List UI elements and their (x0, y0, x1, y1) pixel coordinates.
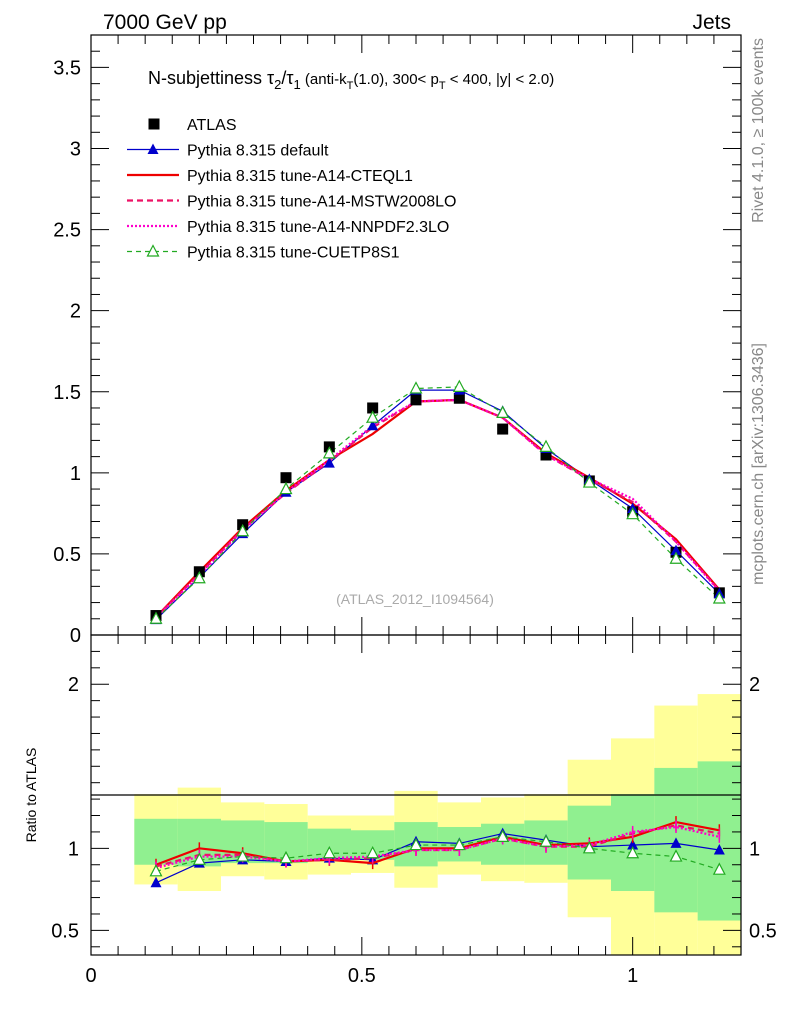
point-default (670, 544, 682, 556)
source-label: mcplots.cern.ch [arXiv:1306.3436] (750, 343, 767, 585)
legend-marker-atlas (148, 118, 160, 130)
x-tick-label: 0 (85, 965, 96, 987)
ratio-point-cuetp8s1 (149, 864, 163, 877)
ratio-point-default (670, 837, 682, 848)
point-cuetp8s1 (149, 611, 163, 624)
ratio-y-tick-label-right: 0.5 (749, 920, 777, 942)
ratio-y-tick-label-right: 1 (749, 838, 760, 860)
y-tick-label: 1 (70, 463, 81, 485)
legend-label-mstw: Pythia 8.315 tune-A14-MSTW2008LO (187, 194, 456, 211)
point-default (367, 419, 379, 431)
point-cuetp8s1 (322, 446, 336, 459)
point-cuetp8s1 (279, 481, 293, 495)
ratio-line-default (155, 832, 720, 884)
ratio-point-cuetp8s1 (582, 841, 596, 854)
point-atlas (453, 392, 465, 404)
point-atlas (540, 449, 552, 461)
ratio-y-tick-label: 1 (68, 838, 79, 860)
upper-y-axis: 3.5 3 2.5 2 1.5 1 0.5 0 (53, 34, 741, 647)
lower-plot: 2 21 10.5 0.5 0 0.5 1 Ratio to ATLAS (23, 634, 777, 987)
x-tick-label: 1 (627, 965, 638, 987)
ratio-point-default (150, 876, 162, 888)
legend-label-nnpdf: Pythia 8.315 tune-A14-NNPDF2.3LO (187, 219, 449, 236)
ratio-line-nnpdf (155, 825, 720, 870)
point-atlas (410, 394, 422, 406)
series-line-default (155, 389, 720, 621)
point-cuetp8s1 (626, 506, 640, 520)
uncertainty-bands (134, 694, 741, 955)
ratio-point-cuetp8s1 (192, 852, 206, 865)
point-cuetp8s1 (539, 439, 553, 452)
series-line-cuetp8s1 (155, 386, 720, 620)
y-tick-label: 1.5 (53, 382, 81, 404)
category-label: Jets (692, 11, 731, 34)
plot-title: N-subjettiness τ2/τ1 (anti-kT(1.0), 300<… (148, 68, 554, 92)
upper-series (149, 379, 726, 625)
y-tick-label: 0.5 (53, 544, 81, 566)
ratio-line-cteql1 (155, 820, 720, 866)
point-atlas (367, 402, 379, 414)
ratio-point-cuetp8s1 (322, 845, 336, 859)
ratio-point-cuetp8s1 (496, 829, 510, 842)
ratio-point-default (713, 843, 725, 855)
point-cuetp8s1 (712, 591, 726, 604)
energy-label: 7000 GeV pp (103, 11, 227, 34)
legend-label-cuetp8s1: Pythia 8.315 tune-CUETP8S1 (187, 245, 400, 262)
ratio-point-cuetp8s1 (539, 834, 553, 847)
legend-marker-cuetp8s1 (146, 244, 160, 257)
point-cuetp8s1 (409, 381, 423, 394)
ratio-point-cuetp8s1 (452, 837, 466, 851)
ratio-ylabel: Ratio to ATLAS (23, 748, 39, 843)
x-tick-label: 0.5 (348, 965, 376, 987)
y-tick-label: 3.5 (53, 57, 81, 79)
legend-marker-default (147, 143, 159, 154)
ratio-y-tick-label: 0.5 (51, 920, 79, 942)
ratio-y-tick-label-right: 2 (749, 674, 760, 696)
legend: ATLAS Pythia 8.315 default Pythia 8.315 tu… (127, 117, 456, 262)
point-cuetp8s1 (366, 410, 380, 423)
point-cuetp8s1 (236, 523, 250, 537)
ratio-point-cuetp8s1 (279, 850, 293, 864)
legend-label-default: Pythia 8.315 default (187, 143, 329, 160)
ratio-y-tick-label: 2 (68, 674, 79, 696)
ratio-point-cuetp8s1 (366, 845, 380, 859)
point-cuetp8s1 (669, 551, 683, 564)
y-tick-label: 2 (70, 301, 81, 323)
legend-label-atlas: ATLAS (187, 117, 237, 134)
ratio-point-cuetp8s1 (712, 862, 726, 875)
upper-x-ticks (90, 35, 742, 635)
series-line-nnpdf (155, 398, 721, 619)
ratio-point-cuetp8s1 (626, 845, 640, 859)
y-tick-label: 2.5 (53, 220, 81, 242)
lower-y-axis: 2 2 1 1 0.5 0.5 (51, 634, 777, 948)
analysis-id: (ATLAS_2012_I1094564) (336, 591, 494, 607)
y-tick-label: 0 (70, 625, 81, 647)
y-tick-label: 3 (70, 139, 81, 161)
ratio-point-default (627, 839, 639, 850)
point-cuetp8s1 (582, 475, 596, 488)
lower-series (149, 816, 726, 888)
ratio-point-cuetp8s1 (236, 849, 250, 862)
upper-plot: N-subjettiness τ2/τ1 (anti-kT(1.0), 300<… (53, 34, 742, 647)
point-cuetp8s1 (452, 379, 466, 392)
lower-x-axis: 0 0.5 1 (85, 635, 742, 987)
band-inner (134, 818, 178, 865)
ratio-point-cuetp8s1 (409, 837, 423, 851)
legend-label-cteql1: Pythia 8.315 tune-A14-CTEQL1 (187, 168, 413, 185)
rivet-label: Rivet 4.1.0, ≥ 100k events (750, 38, 767, 223)
ratio-point-cuetp8s1 (669, 849, 683, 862)
point-cuetp8s1 (192, 570, 206, 584)
point-atlas (497, 423, 509, 435)
point-default (323, 457, 335, 468)
point-cuetp8s1 (496, 405, 510, 418)
point-atlas (280, 472, 292, 484)
